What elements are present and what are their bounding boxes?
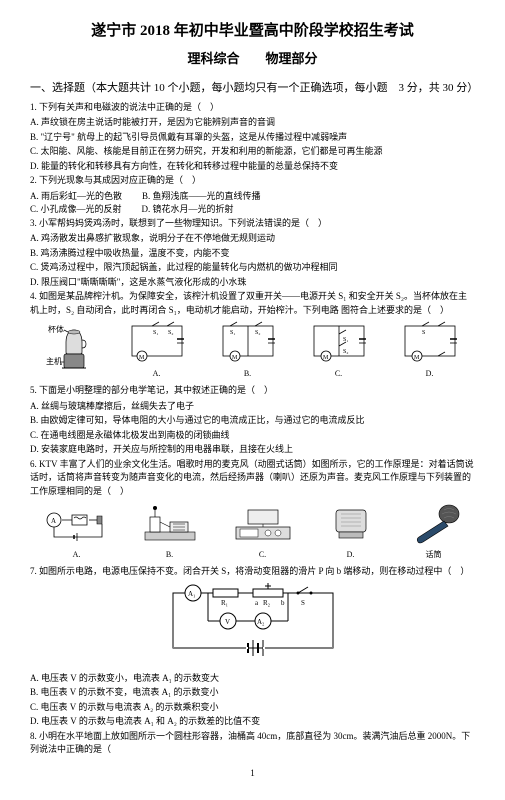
page-number: 1 [30, 767, 475, 781]
q7-optA: A. 电压表 V 的示数变小，电流表 A₁ 的示数变大 [30, 672, 475, 686]
svg-text:R₁: R₁ [221, 599, 228, 607]
q7-optB: B. 电压表 V 的示数不变，电流表 A₁ 的示数变小 [30, 686, 475, 700]
cup-label: 杯体 [48, 324, 64, 334]
svg-text:S₂: S₂ [255, 330, 260, 336]
q4-labD: D. [426, 369, 434, 378]
q1-optA: A. 声纹锁在房主说话时能被打开，是因为它能辨别声音的音调 [30, 116, 475, 130]
q4-juicer: 杯体 主机 [46, 322, 96, 379]
svg-text:b: b [281, 599, 285, 607]
q3-optD: D. 限压阀口"嘶嘶嘶嘶"，这是水蒸气液化形成的小水珠 [30, 276, 475, 290]
q4-labC: C. [335, 369, 342, 378]
q4-labB: B. [244, 369, 251, 378]
svg-text:A: A [51, 517, 56, 525]
svg-text:S₂: S₂ [343, 349, 348, 355]
svg-text:M: M [323, 355, 329, 361]
q6-labA: A. [73, 550, 81, 559]
q6-figA: A A. [42, 502, 112, 561]
svg-text:M: M [139, 355, 145, 361]
svg-text:A₁: A₁ [188, 590, 196, 598]
section1-heading: 一、选择题（本大题共计 10 个小题，每小题均只有一个正确选项，每小题 3 分，… [30, 80, 475, 97]
q5-stem: 5. 下面是小明整理的部分电学笔记，其中叙述正确的是（ ） [30, 384, 475, 398]
q8-stem: 8. 小明在水平地面上放如图所示一个圆柱形容器，油桶高 40cm，底部直径为 3… [30, 730, 475, 757]
q4-circuitA: M S₁ S₂ A. [127, 321, 187, 380]
q6-figD: D. [321, 502, 381, 561]
svg-text:S: S [301, 599, 305, 607]
page-subtitle: 理科综合 物理部分 [30, 49, 475, 69]
svg-text:a: a [255, 599, 259, 607]
q6-stem: 6. KTV 丰富了人们的业余文化生活。唱歌时用的麦克风（动圈式话筒）如图所示，… [30, 458, 475, 499]
q6-figures: A A. B. C. [30, 502, 475, 561]
q4-circuitC: M S₁ S₂ C. [309, 321, 369, 380]
q4-labA: A. [153, 369, 161, 378]
svg-text:A₂: A₂ [257, 618, 265, 626]
q4-circuitB: M S₁ S₂ B. [218, 321, 278, 380]
svg-text:S₁: S₁ [153, 330, 158, 336]
svg-text:S: S [422, 330, 425, 336]
q5-optB: B. 由欧姆定律可知，导体电阻的大小与通过它的电流成正比，与通过它的电流成反比 [30, 414, 475, 428]
q3-optB: B. 鸡汤沸腾过程中吸收热量，温度不变，内能不变 [30, 247, 475, 261]
q7-circuit: A₁ R₁ a R₂ b S V A₂ [30, 583, 475, 668]
q7-optC: C. 电压表 V 的示数与电流表 A₂ 的示数乘积变小 [30, 701, 475, 715]
svg-text:主机: 主机 [46, 356, 62, 366]
q3-stem: 3. 小军帮妈妈煲鸡汤时，联想到了一些物理知识。下列说法错误的是（ ） [30, 217, 475, 231]
q6-labC: C. [259, 550, 266, 559]
q2-optC: C. 小孔成像—光的反射 [30, 203, 122, 217]
q7-optD: D. 电压表 V 的示数与电流表 A₁ 和 A₂ 的示数差的比值不变 [30, 715, 475, 729]
q1-stem: 1. 下列有关声和电磁波的说法中正确的是（ ） [30, 101, 475, 115]
q1-optC: C. 太阳能、风能、核能是目前正在努力研究，开发和利用的新能源，它们都是可再生能… [30, 145, 475, 159]
svg-text:M: M [232, 355, 238, 361]
q1-optD: D. 能量的转化和转移具有方向性，在转化和转移过程中能量的总量总保持不变 [30, 160, 475, 174]
q1-optB: B. "辽宁号" 航母上的起飞引导员佩戴有耳罩的头盔，这是从传播过程中减弱噪声 [30, 131, 475, 145]
q6-mic: 话筒 [404, 502, 464, 561]
q6-mic-label: 话筒 [426, 550, 442, 559]
q2-stem: 2. 下列光现象与其成因对应正确的是（ ） [30, 174, 475, 188]
svg-text:V: V [225, 618, 230, 626]
q4-circuitD: M S D. [400, 321, 460, 380]
q5-optA: A. 丝绸与玻璃棒摩擦后，丝绸失去了电子 [30, 400, 475, 414]
q7-stem: 7. 如图所示电路，电源电压保持不变。闭合开关 S，将滑动变阻器的滑片 P 向 … [30, 565, 475, 579]
svg-text:M: M [414, 355, 420, 361]
svg-text:S₁: S₁ [230, 330, 235, 336]
page-title: 遂宁市 2018 年初中毕业暨高中阶段学校招生考试 [30, 20, 475, 43]
q3-optA: A. 鸡汤散发出鼻感扩散现象，说明分子在不停地做无规则运动 [30, 232, 475, 246]
q4-stem: 4. 如图是某品牌榨汁机。为保障安全，该榨汁机设置了双重开关——电源开关 S₁ … [30, 290, 475, 317]
svg-text:R₂: R₂ [263, 599, 271, 607]
q4-figures: 杯体 主机 M S₁ S₂ A. M [30, 321, 475, 380]
q6-labD: D. [347, 550, 355, 559]
q5-optC: C. 在通电线圈是永磁体北极发出到南极的闭锁曲线 [30, 429, 475, 443]
q6-figB: B. [135, 502, 205, 561]
q6-labB: B. [166, 550, 173, 559]
svg-text:S₂: S₂ [168, 330, 173, 336]
q2-optD: D. 镜花水月—光的折射 [142, 203, 234, 217]
q3-optC: C. 煲鸡汤过程中，限汽顶起锅盖，此过程的能量转化与内燃机的做功冲程相同 [30, 261, 475, 275]
q6-figC: C. [228, 502, 298, 561]
q5-optD: D. 安装家庭电路时，开关应与所控制的用电器串联，且接在火线上 [30, 443, 475, 457]
q2-optB: B. 鱼翔浅底——光的直线传播 [142, 190, 261, 204]
q2-optA: A. 雨后彩虹—光的色散 [30, 190, 122, 204]
